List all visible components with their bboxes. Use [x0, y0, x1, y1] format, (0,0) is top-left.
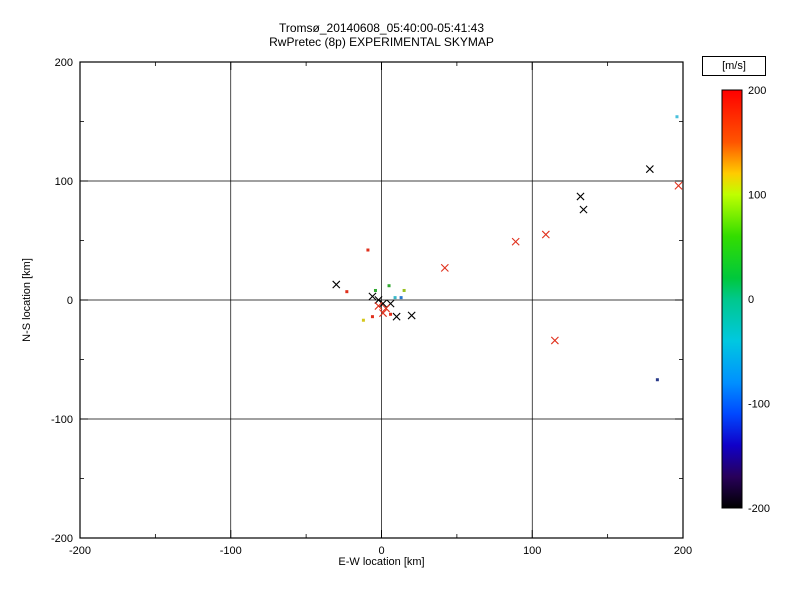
data-point-dot: [402, 288, 406, 292]
colorbar-unit-box: [m/s]: [702, 56, 766, 76]
data-point-x: [550, 336, 559, 345]
data-point-x: [674, 181, 683, 190]
data-point-dot: [366, 248, 370, 252]
data-point-x: [541, 230, 550, 239]
y-tick-label: -100: [51, 414, 73, 426]
data-point-dot: [361, 318, 365, 322]
x-tick-label: -100: [220, 545, 242, 557]
x-tick-label: -200: [69, 545, 91, 557]
x-tick-label: 200: [674, 545, 692, 557]
data-point-dot: [373, 288, 377, 292]
x-tick-label: 0: [378, 545, 384, 557]
data-point-x: [379, 309, 387, 318]
colorbar-tick-label: 200: [748, 85, 766, 97]
data-point-dot: [393, 296, 397, 300]
data-point-dot: [387, 284, 391, 288]
data-point-x: [379, 299, 387, 308]
data-point-x: [392, 312, 401, 321]
data-point-x: [374, 301, 383, 310]
y-tick-label: 0: [67, 295, 73, 307]
data-point-dot: [370, 315, 374, 319]
chart-title: Tromsø_20140608_05:40:00-05:41:43: [278, 21, 485, 35]
x-axis-label: E-W location [km]: [338, 556, 425, 568]
data-point-dot: [655, 378, 659, 382]
colorbar-tick-label: -200: [748, 503, 770, 515]
colorbar: [721, 89, 743, 509]
colorbar-tick-label: 0: [748, 294, 754, 306]
data-point-x: [645, 165, 654, 174]
data-point-x: [368, 292, 377, 301]
data-point-x: [511, 237, 520, 246]
y-tick-label: -200: [51, 533, 73, 545]
x-tick-label: 100: [523, 545, 541, 557]
plot-frame: [79, 61, 684, 539]
data-point-x: [374, 296, 383, 304]
colorbar-tick-label: -100: [748, 399, 770, 411]
data-point-dot: [389, 312, 393, 316]
colorbar-tick-label: 100: [748, 190, 766, 202]
data-point-x: [407, 311, 416, 320]
colorbar-unit-label: [m/s]: [722, 60, 746, 72]
data-point-x: [382, 304, 391, 313]
data-point-dot: [675, 115, 679, 119]
data-point-x: [576, 192, 585, 201]
data-point-x: [440, 263, 449, 272]
data-point-dot: [345, 290, 349, 294]
data-point-dot: [399, 296, 403, 300]
y-tick-label: 100: [55, 176, 73, 188]
data-point-x: [332, 280, 341, 289]
chart-subtitle: RwPretec (8p) EXPERIMENTAL SKYMAP: [269, 35, 494, 49]
data-point-x: [579, 205, 588, 214]
y-tick-label: 200: [55, 57, 73, 69]
